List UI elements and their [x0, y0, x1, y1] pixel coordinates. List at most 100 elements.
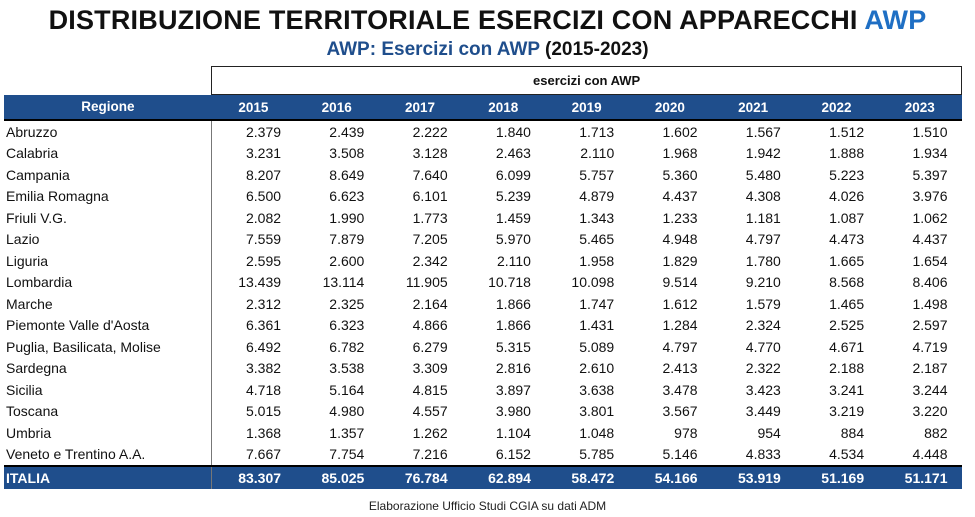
region-cell: Lazio: [4, 228, 213, 250]
value-cell: 1.087: [829, 209, 865, 226]
value-cell: 2.525: [829, 317, 865, 334]
value-cell: 1.510: [912, 123, 948, 140]
region-cell: Campania: [4, 164, 213, 186]
value-cell: 4.448: [912, 446, 948, 463]
value-cell: 3.638: [579, 381, 615, 398]
value-cell: 5.970: [495, 231, 531, 248]
table-row: Sardegna 3.382 3.538 3.309 2.816 2.610 2.413 2.…: [4, 357, 962, 379]
value-cell: 1.747: [579, 295, 615, 312]
region-cell: Calabria: [4, 142, 213, 164]
table-row: Marche 2.312 2.325 2.164 1.866 1.747 1.612 1.57…: [4, 293, 962, 315]
value-cell: 1.990: [329, 209, 365, 226]
value-cell: 1.665: [829, 252, 865, 269]
value-cell: 2.312: [246, 295, 282, 312]
value-cell: 4.770: [745, 338, 781, 355]
value-cell: 2.324: [745, 317, 781, 334]
value-cell: 2.110: [580, 145, 615, 162]
value-cell: 3.976: [912, 188, 948, 205]
source-note: Elaborazione Ufficio Studi CGIA su dati …: [368, 499, 607, 513]
region-cell: Puglia, Basilicata, Molise: [4, 336, 213, 358]
region-cell: Toscana: [4, 400, 213, 422]
value-cell: 4.557: [412, 403, 448, 420]
value-cell: 6.492: [246, 338, 282, 355]
value-cell: 9.210: [745, 274, 781, 291]
value-cell: 6.500: [246, 188, 282, 205]
value-cell: 1.459: [495, 209, 531, 226]
value-cell: 2.816: [495, 360, 531, 377]
total-value-cell: 54.166: [628, 465, 712, 489]
value-cell: 1.958: [579, 252, 615, 269]
value-cell: 6.361: [246, 317, 282, 334]
value-cell: 4.797: [745, 231, 781, 248]
value-cell: 1.888: [829, 145, 865, 162]
value-cell: 3.241: [829, 381, 865, 398]
table-row: Piemonte Valle d'Aosta 6.361 6.323 4.866 1.8…: [4, 314, 962, 336]
value-cell: 3.231: [246, 145, 282, 162]
value-cell: 5.089: [579, 338, 615, 355]
value-cell: 4.437: [912, 231, 948, 248]
value-cell: 884: [840, 424, 865, 441]
value-cell: 6.099: [495, 166, 531, 183]
value-cell: 2.439: [329, 123, 365, 140]
value-cell: 13.114: [322, 274, 365, 291]
group-spacer: [4, 67, 212, 95]
column-header-year: 2017: [378, 94, 462, 121]
value-cell: 2.597: [912, 317, 948, 334]
column-header-year: 2021: [711, 94, 795, 121]
value-cell: 7.879: [329, 231, 365, 248]
value-cell: 1.942: [745, 145, 781, 162]
value-cell: 1.829: [662, 252, 698, 269]
value-cell: 5.397: [912, 166, 948, 183]
value-cell: 6.782: [329, 338, 365, 355]
value-cell: 8.649: [329, 166, 365, 183]
total-value-cell: 53.919: [711, 465, 795, 489]
value-cell: 1.465: [829, 295, 865, 312]
value-cell: 2.342: [412, 252, 448, 269]
table-row: Campania 8.207 8.649 7.640 6.099 5.757 5.360 5.…: [4, 164, 962, 186]
value-cell: 3.309: [412, 360, 448, 377]
value-cell: 4.797: [662, 338, 698, 355]
value-cell: 6.101: [412, 188, 448, 205]
value-cell: 5.465: [579, 231, 615, 248]
group-header: esercizi con AWP: [211, 66, 962, 95]
total-value-cell: 51.169: [794, 465, 879, 489]
value-cell: 5.360: [662, 166, 698, 183]
value-cell: 1.602: [662, 123, 698, 140]
value-cell: 6.323: [329, 317, 365, 334]
value-cell: 10.098: [571, 274, 615, 291]
title-main: DISTRIBUZIONE TERRITORIALE ESERCIZI CON …: [48, 5, 858, 35]
total-value-cell: 58.472: [544, 465, 629, 489]
value-cell: 3.128: [412, 145, 448, 162]
region-cell: Veneto e Trentino A.A.: [4, 443, 213, 466]
value-cell: 3.220: [912, 403, 948, 420]
value-cell: 1.498: [912, 295, 948, 312]
table-row: Lazio 7.559 7.879 7.205 5.970 5.465 4.948 4.797…: [4, 228, 962, 250]
region-cell: Friuli V.G.: [4, 207, 213, 229]
table-body: Abruzzo 2.379 2.439 2.222 1.840 1.713 1.602 1.5…: [4, 120, 962, 466]
value-cell: 4.815: [412, 381, 448, 398]
value-cell: 2.379: [246, 123, 282, 140]
total-value-cell: 51.171: [878, 465, 962, 489]
value-cell: 2.110: [496, 252, 531, 269]
value-cell: 6.279: [412, 338, 448, 355]
region-cell: Emilia Romagna: [4, 185, 213, 207]
total-value-cell: 62.894: [461, 465, 545, 489]
value-cell: 4.866: [412, 317, 448, 334]
value-cell: 5.146: [662, 446, 698, 463]
value-cell: 2.610: [579, 360, 615, 377]
value-cell: 4.879: [579, 188, 615, 205]
value-cell: 11.905: [405, 274, 448, 291]
value-cell: 1.840: [495, 123, 531, 140]
value-cell: 5.015: [246, 403, 282, 420]
region-cell: Sicilia: [4, 379, 213, 401]
value-cell: 3.508: [329, 145, 365, 162]
table-row: Abruzzo 2.379 2.439 2.222 1.840 1.713 1.602 1.5…: [4, 120, 962, 143]
value-cell: 5.315: [495, 338, 531, 355]
value-cell: 5.164: [329, 381, 365, 398]
value-cell: 10.718: [488, 274, 531, 291]
value-cell: 3.219: [829, 403, 865, 420]
value-cell: 1.284: [662, 317, 698, 334]
value-cell: 3.897: [495, 381, 531, 398]
value-cell: 1.567: [745, 123, 781, 140]
table-row: Calabria 3.231 3.508 3.128 2.463 2.110 1.968 1.…: [4, 142, 962, 164]
